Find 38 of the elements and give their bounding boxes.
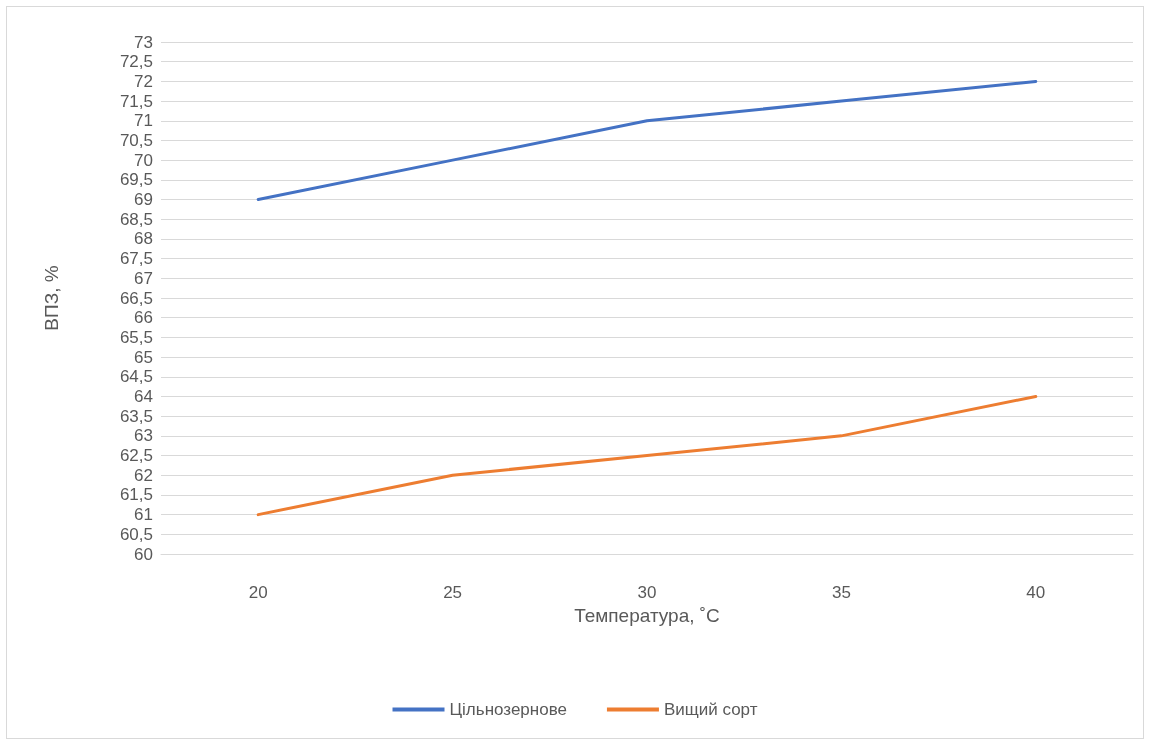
y-tick-label: 60	[134, 544, 153, 564]
y-tick-label: 63,5	[119, 406, 153, 426]
y-tick-label: 64	[134, 386, 153, 406]
y-tick-label: 63	[134, 426, 153, 446]
legend-label: Вищий сорт	[663, 700, 758, 719]
x-tick-label: 40	[1026, 583, 1046, 602]
y-tick-label: 61	[134, 505, 153, 525]
y-tick-label: 64,5	[119, 367, 153, 387]
x-tick-label: 30	[637, 583, 657, 602]
y-tick-label: 61,5	[119, 485, 153, 505]
y-tick-label: 70	[134, 150, 153, 170]
x-tick-label: 25	[443, 583, 463, 602]
y-tick-label: 62,5	[119, 446, 153, 466]
y-tick-label: 69	[134, 190, 153, 210]
y-tick-label: 65	[134, 347, 153, 367]
y-tick-label: 62	[134, 465, 153, 485]
y-axis-title: ВПЗ, %	[41, 265, 62, 331]
y-tick-label: 67,5	[119, 249, 153, 269]
y-tick-label: 71	[134, 111, 153, 131]
y-tick-label: 73	[134, 32, 153, 52]
y-tick-label: 68	[134, 229, 153, 249]
y-tick-label: 66	[134, 308, 153, 328]
y-tick-label: 67	[134, 268, 153, 288]
y-tick-label: 72	[134, 71, 153, 91]
y-tick-label: 65,5	[119, 327, 153, 347]
y-tick-label: 60,5	[119, 524, 153, 544]
line-series	[256, 394, 1038, 517]
x-tick-label: 20	[248, 583, 268, 602]
legend-label: Цільнозернове	[449, 700, 567, 719]
y-tick-label: 70,5	[119, 130, 153, 150]
x-axis-title: Температура, ˚С	[574, 604, 720, 626]
y-tick-label: 71,5	[119, 91, 153, 111]
y-tick-label: 72,5	[119, 52, 153, 72]
x-tick-label: 35	[831, 583, 851, 602]
y-tick-label: 66,5	[119, 288, 153, 308]
y-tick-label: 68,5	[119, 209, 153, 229]
y-tick-label: 69,5	[119, 170, 153, 190]
line-series	[256, 79, 1038, 202]
